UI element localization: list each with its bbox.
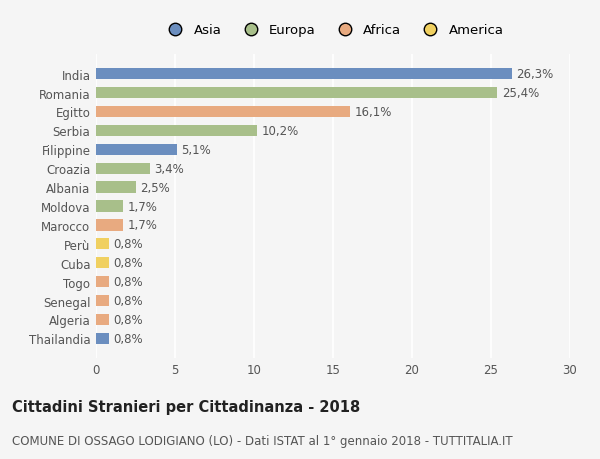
- Bar: [96, 125, 257, 137]
- Text: 26,3%: 26,3%: [516, 68, 554, 81]
- Bar: [96, 333, 109, 344]
- Text: Cittadini Stranieri per Cittadinanza - 2018: Cittadini Stranieri per Cittadinanza - 2…: [12, 399, 360, 414]
- Bar: [96, 257, 109, 269]
- Text: 1,7%: 1,7%: [128, 219, 157, 232]
- Text: 25,4%: 25,4%: [502, 87, 539, 100]
- Bar: [96, 163, 150, 174]
- Text: COMUNE DI OSSAGO LODIGIANO (LO) - Dati ISTAT al 1° gennaio 2018 - TUTTITALIA.IT: COMUNE DI OSSAGO LODIGIANO (LO) - Dati I…: [12, 434, 512, 447]
- Text: 3,4%: 3,4%: [154, 162, 184, 175]
- Bar: [96, 182, 136, 193]
- Text: 0,8%: 0,8%: [113, 275, 143, 289]
- Text: 0,8%: 0,8%: [113, 332, 143, 345]
- Text: 0,8%: 0,8%: [113, 313, 143, 326]
- Bar: [96, 88, 497, 99]
- Bar: [96, 295, 109, 307]
- Bar: [96, 201, 123, 212]
- Bar: [96, 239, 109, 250]
- Bar: [96, 314, 109, 325]
- Bar: [96, 106, 350, 118]
- Bar: [96, 276, 109, 288]
- Text: 0,8%: 0,8%: [113, 294, 143, 308]
- Legend: Asia, Europa, Africa, America: Asia, Europa, Africa, America: [157, 19, 509, 42]
- Text: 5,1%: 5,1%: [181, 144, 211, 157]
- Text: 10,2%: 10,2%: [262, 124, 299, 138]
- Text: 16,1%: 16,1%: [355, 106, 392, 119]
- Bar: [96, 220, 123, 231]
- Text: 0,8%: 0,8%: [113, 238, 143, 251]
- Text: 0,8%: 0,8%: [113, 257, 143, 269]
- Text: 2,5%: 2,5%: [140, 181, 170, 194]
- Text: 1,7%: 1,7%: [128, 200, 157, 213]
- Bar: [96, 144, 176, 156]
- Bar: [96, 69, 512, 80]
